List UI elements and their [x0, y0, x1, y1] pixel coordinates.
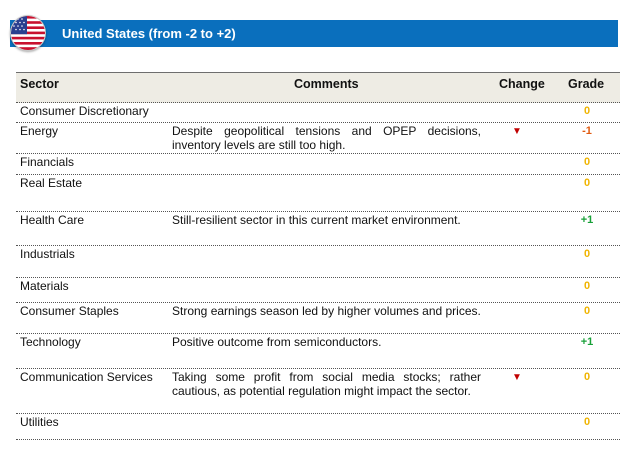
table-row: Materials 0 [16, 278, 620, 303]
table-row: Industrials 0 [16, 246, 620, 278]
column-header-comments: Comments [294, 77, 359, 91]
grade-value: 0 [583, 156, 591, 168]
grade-value: 0 [583, 177, 591, 189]
grade-value: 0 [583, 305, 591, 317]
table-row: Energy Despite geopolitical tensions and… [16, 123, 620, 154]
sector-comment: Positive outcome from semiconductors. [172, 335, 382, 349]
grade-value: +1 [580, 214, 594, 226]
sector-name: Materials [20, 279, 69, 293]
column-header-grade: Grade [568, 77, 605, 91]
us-flag-icon [10, 15, 46, 51]
grade-value: 0 [583, 248, 591, 260]
table-row: Communication Services Taking some profi… [16, 369, 620, 414]
title-banner: United States (from -2 to +2) [10, 20, 618, 47]
table-row: Technology Positive outcome from semicon… [16, 334, 620, 369]
column-header-change: Change [499, 77, 545, 91]
table-row: Real Estate 0 [16, 175, 620, 212]
grade-value: 0 [583, 371, 591, 383]
sector-table: Sector Comments Change Grade Consumer Di… [16, 72, 620, 440]
sector-name: Health Care [20, 213, 85, 227]
sector-name: Industrials [20, 247, 75, 261]
table-row: Financials 0 [16, 154, 620, 175]
table-row: Consumer Discretionary 0 [16, 103, 620, 123]
sector-comment: Taking some profit from social media sto… [172, 370, 481, 398]
down-arrow-icon: ▼ [512, 126, 522, 137]
table-header: Sector Comments Change Grade [16, 72, 620, 103]
column-header-sector: Sector [20, 77, 59, 91]
grade-value: -1 [582, 125, 592, 137]
sector-comment: Strong earnings season led by higher vol… [172, 304, 481, 318]
grade-value: +1 [580, 336, 594, 348]
sector-comment: Still-resilient sector in this current m… [172, 213, 461, 227]
sector-name: Communication Services [20, 370, 153, 384]
table-row: Health Care Still-resilient sector in th… [16, 212, 620, 246]
grade-value: 0 [583, 105, 591, 117]
table-row: Utilities 0 [16, 414, 620, 440]
down-arrow-icon: ▼ [512, 372, 522, 383]
grade-value: 0 [583, 280, 591, 292]
sector-name: Energy [20, 124, 59, 138]
sector-name: Consumer Staples [20, 304, 119, 318]
sector-comment: Despite geopolitical tensions and OPEP d… [172, 124, 481, 152]
sector-name: Consumer Discretionary [20, 104, 149, 118]
grade-value: 0 [583, 416, 591, 428]
table-row: Consumer Staples Strong earnings season … [16, 303, 620, 334]
sector-name: Real Estate [20, 176, 83, 190]
page-title: United States (from -2 to +2) [62, 26, 236, 41]
sector-name: Utilities [20, 415, 59, 429]
sector-name: Financials [20, 155, 75, 169]
sector-name: Technology [20, 335, 81, 349]
